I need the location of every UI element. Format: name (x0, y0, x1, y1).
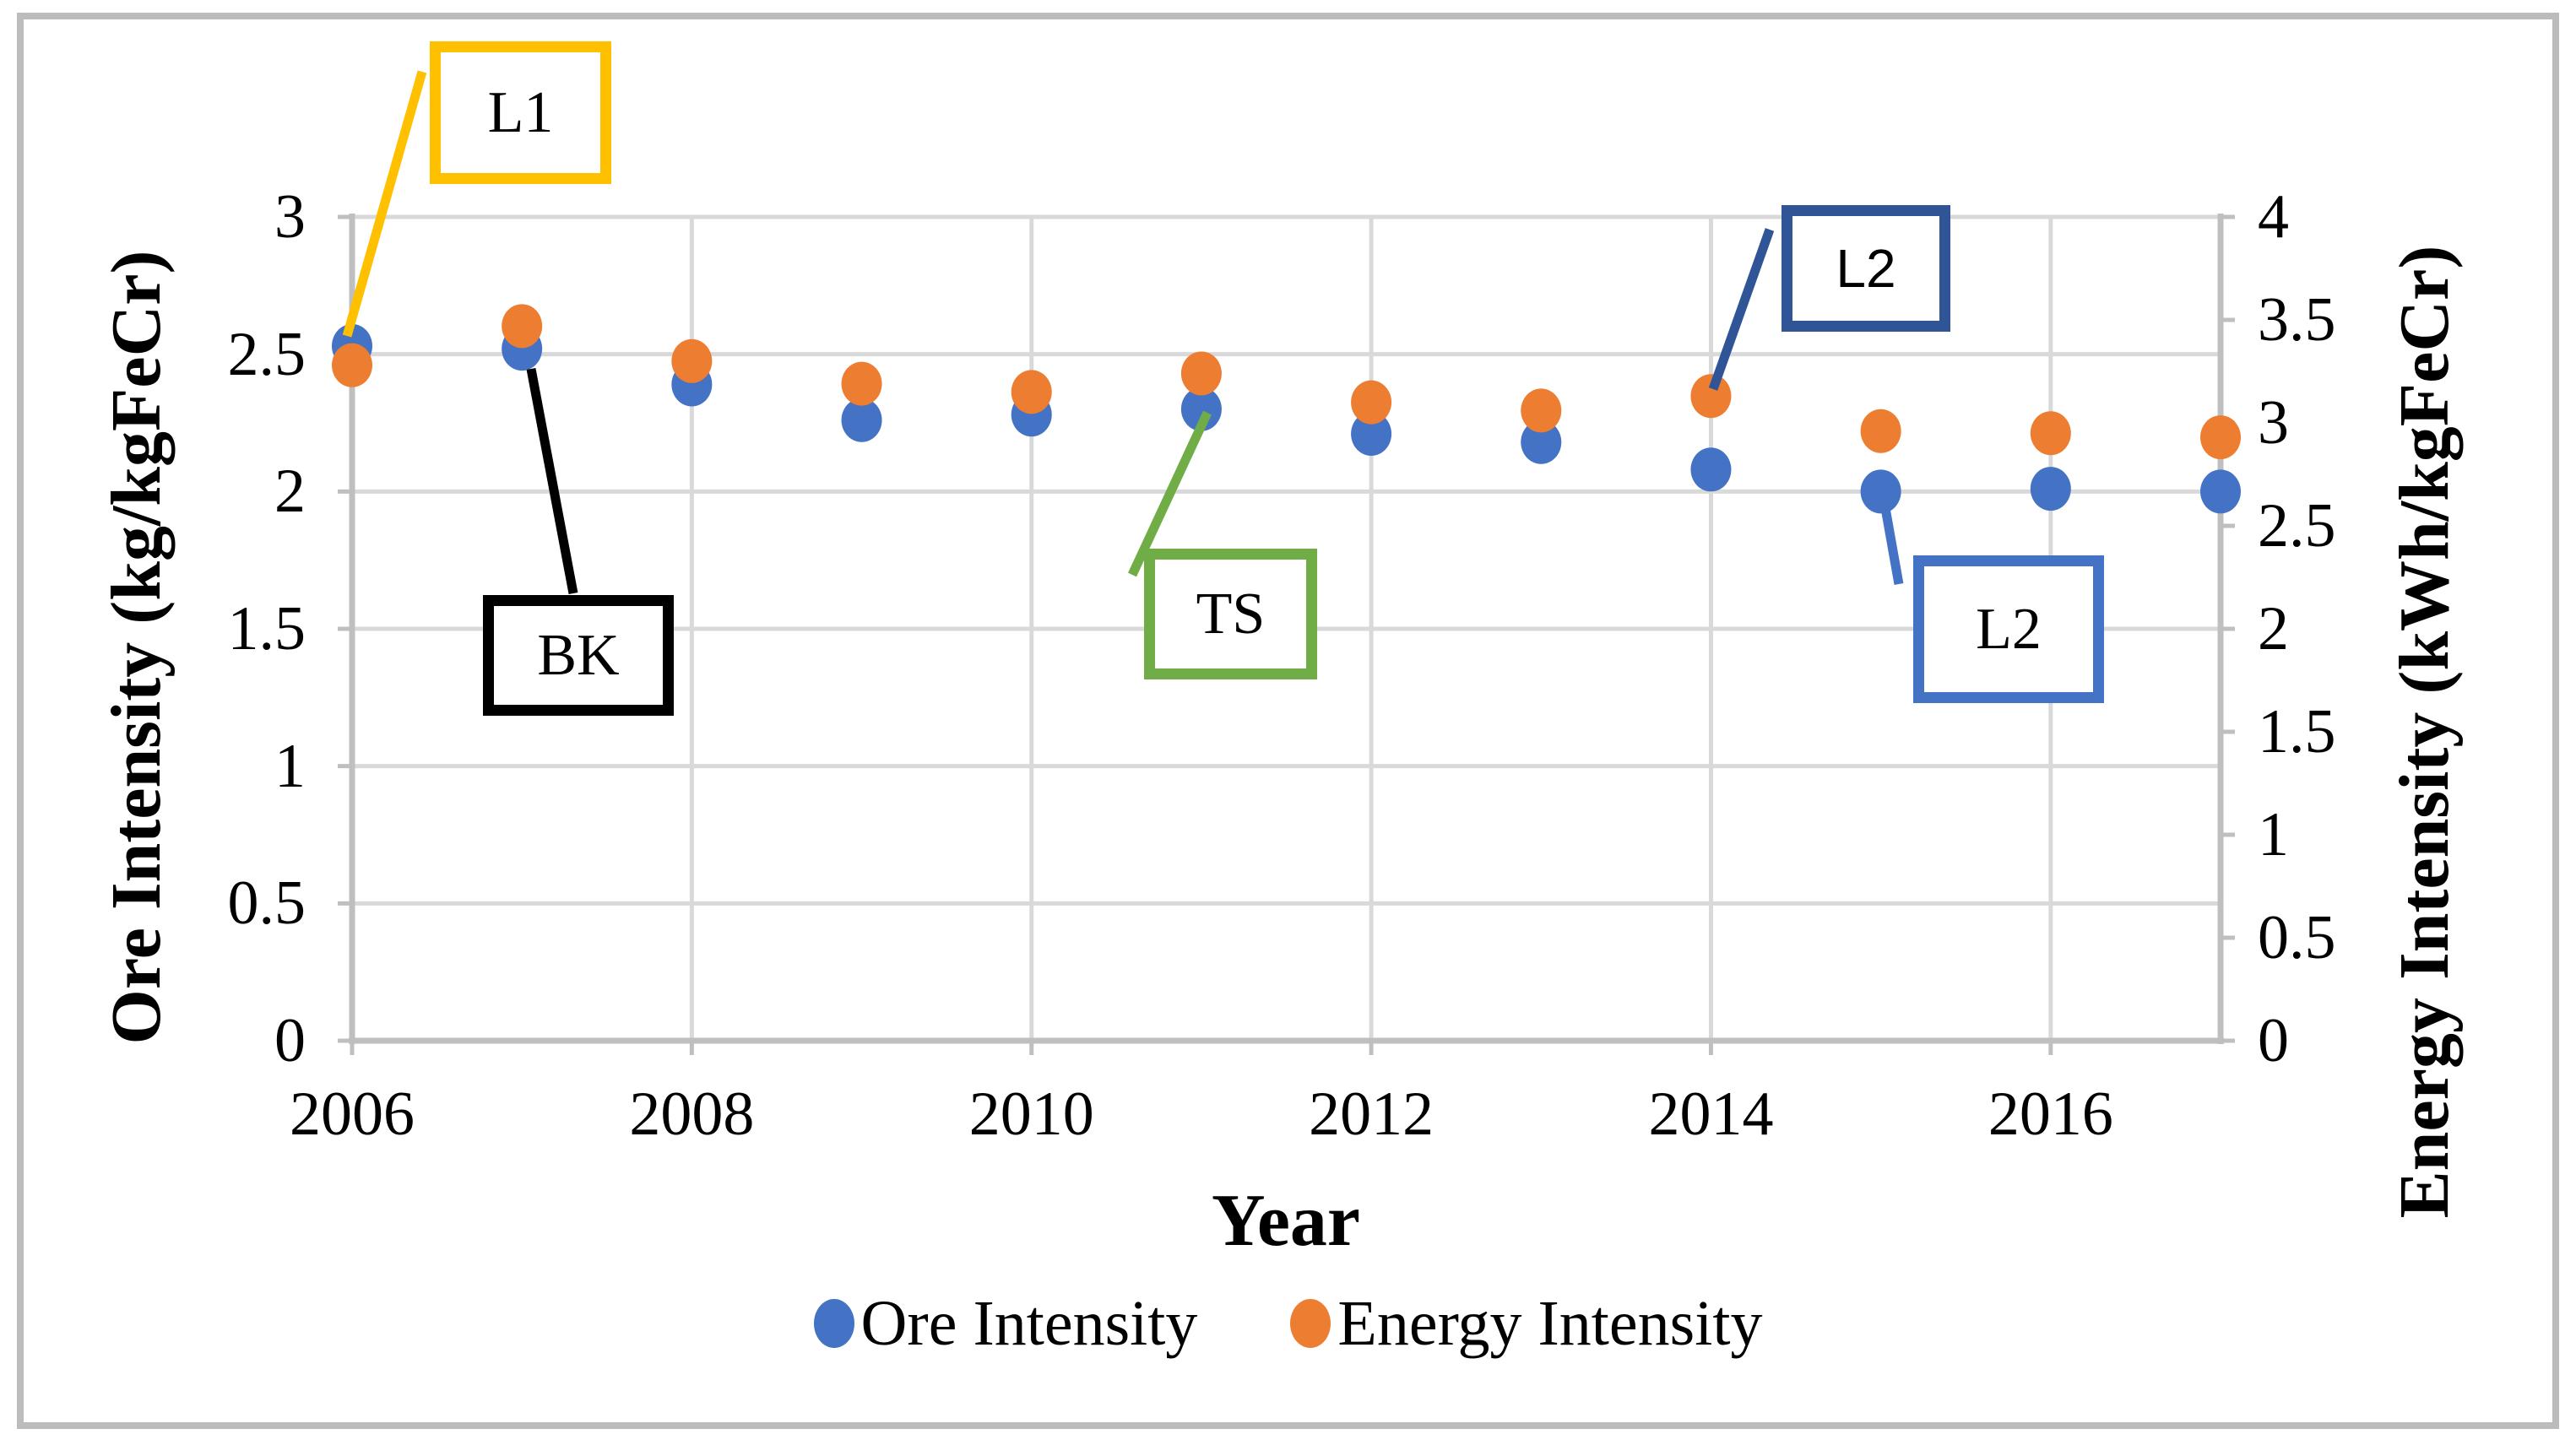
data-point-energy-2009 (841, 361, 882, 406)
annotation-label-l2-upper: L2 (1836, 238, 1896, 299)
legend-item-ore-intensity: Ore Intensity (813, 1287, 1198, 1361)
data-point-energy-2008 (671, 338, 713, 383)
right-y-axis-title: Energy Intensity (kWh/kgFeCr) (2385, 245, 2464, 1219)
data-point-energy-2015 (1860, 409, 1901, 453)
legend-label-ore-intensity: Ore Intensity (860, 1287, 1198, 1359)
left-y-tick-label: 2.5 (227, 319, 306, 389)
annotation-box-ts: TS (1144, 549, 1317, 679)
annotation-label-ts: TS (1196, 581, 1266, 647)
data-point-ore-2015 (1860, 469, 1901, 514)
annotation-leader-bk (526, 367, 578, 595)
right-y-tick-label: 3 (2258, 388, 2289, 457)
data-point-energy-2016 (2030, 411, 2071, 456)
annotation-box-l2-lower: L2 (1913, 555, 2104, 703)
data-point-ore-2009 (841, 398, 882, 442)
x-tick-label: 2010 (968, 1080, 1094, 1149)
left-y-tick-label: 0.5 (227, 869, 306, 939)
data-point-ore-2013 (1521, 419, 1562, 464)
right-y-tick-label: 4 (2258, 182, 2289, 252)
data-point-energy-2006 (332, 343, 372, 387)
annotation-label-l2-lower: L2 (1976, 596, 2042, 662)
data-point-energy-2017 (2200, 415, 2241, 460)
legend-item-energy-intensity: Energy Intensity (1290, 1287, 1762, 1361)
data-point-ore-2011 (1180, 387, 1222, 431)
left-y-tick-label: 0 (274, 1006, 306, 1075)
data-point-energy-2011 (1180, 351, 1222, 396)
data-point-energy-2007 (502, 304, 543, 349)
annotation-leader-ts (1128, 410, 1212, 577)
data-point-ore-2012 (1351, 412, 1392, 457)
ore-intensity-marker-icon (813, 1299, 854, 1348)
annotation-leader-l2-upper (1708, 228, 1775, 391)
annotation-box-l1: L1 (430, 41, 611, 184)
x-tick-label: 2014 (1648, 1080, 1774, 1149)
data-point-energy-2014 (1690, 374, 1732, 419)
x-tick-label: 2012 (1309, 1080, 1434, 1149)
x-tick-label: 2006 (290, 1080, 415, 1149)
x-axis-title: Year (1212, 1180, 1360, 1262)
right-y-tick-label: 3.5 (2258, 285, 2336, 354)
annotation-box-l2-upper: L2 (1782, 205, 1950, 332)
energy-intensity-marker-icon (1290, 1299, 1331, 1348)
right-y-tick-label: 0 (2258, 1006, 2289, 1075)
right-y-tick-label: 2 (2258, 594, 2289, 663)
data-point-ore-2017 (2200, 469, 2241, 514)
annotation-leader-l2-lower (1878, 493, 1904, 585)
x-tick-label: 2008 (629, 1080, 755, 1149)
legend: Ore Intensity Energy Intensity (0, 1281, 2576, 1366)
annotation-label-l1: L1 (487, 79, 554, 145)
data-point-ore-2014 (1690, 447, 1732, 492)
left-y-axis-title: Ore Intensity (kg/kgFeCr) (97, 250, 176, 1045)
annotation-box-bk: BK (483, 595, 674, 716)
data-point-energy-2012 (1351, 380, 1392, 425)
left-y-tick-label: 2 (274, 457, 306, 527)
right-y-tick-label: 1.5 (2258, 697, 2336, 766)
annotation-leader-l1 (342, 70, 427, 338)
legend-label-energy-intensity: Energy Intensity (1337, 1287, 1763, 1359)
x-tick-label: 2016 (1988, 1080, 2113, 1149)
data-point-ore-2016 (2030, 467, 2071, 511)
left-y-tick-label: 3 (274, 182, 306, 252)
data-point-energy-2013 (1521, 388, 1562, 433)
left-y-tick-label: 1.5 (227, 594, 306, 663)
figure-border (17, 13, 2559, 1429)
right-y-tick-label: 1 (2258, 800, 2289, 869)
data-point-energy-2010 (1011, 370, 1052, 414)
left-y-tick-label: 1 (274, 731, 306, 801)
right-y-tick-label: 2.5 (2258, 491, 2336, 560)
annotation-label-bk: BK (537, 622, 620, 688)
right-y-tick-label: 0.5 (2258, 903, 2336, 972)
